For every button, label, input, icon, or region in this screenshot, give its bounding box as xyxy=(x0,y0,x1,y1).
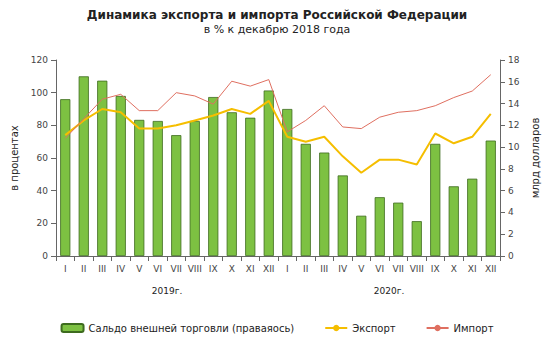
svg-text:VI: VI xyxy=(153,264,162,274)
svg-text:II: II xyxy=(81,264,86,274)
svg-text:16: 16 xyxy=(508,77,520,87)
svg-text:12: 12 xyxy=(508,120,519,130)
svg-text:X: X xyxy=(451,264,457,274)
svg-text:2020г.: 2020г. xyxy=(374,286,405,296)
svg-text:10: 10 xyxy=(508,142,520,152)
svg-text:2: 2 xyxy=(508,229,514,239)
svg-text:40: 40 xyxy=(37,186,49,196)
svg-text:VI: VI xyxy=(375,264,384,274)
svg-text:V: V xyxy=(136,264,143,274)
svg-text:2019г.: 2019г. xyxy=(152,286,183,296)
svg-text:XII: XII xyxy=(263,264,274,274)
svg-text:80: 80 xyxy=(37,120,49,130)
svg-text:100: 100 xyxy=(31,88,48,98)
svg-text:VII: VII xyxy=(393,264,404,274)
svg-text:20: 20 xyxy=(37,218,49,228)
svg-text:X: X xyxy=(229,264,235,274)
svg-text:VII: VII xyxy=(171,264,182,274)
svg-text:6: 6 xyxy=(508,186,514,196)
svg-text:Сальдо внешней торговли (права: Сальдо внешней торговли (праваяось) xyxy=(89,323,295,334)
svg-text:V: V xyxy=(358,264,365,274)
svg-text:IV: IV xyxy=(338,264,348,274)
svg-text:I: I xyxy=(286,264,289,274)
svg-text:IX: IX xyxy=(431,264,440,274)
svg-text:XII: XII xyxy=(485,264,496,274)
svg-text:120: 120 xyxy=(31,55,48,65)
svg-text:в % к декабрю 2018 года: в % к декабрю 2018 года xyxy=(204,23,351,36)
svg-text:млрд долларов: млрд долларов xyxy=(530,118,541,199)
svg-text:II: II xyxy=(303,264,308,274)
svg-text:III: III xyxy=(320,264,328,274)
svg-text:I: I xyxy=(64,264,67,274)
svg-text:18: 18 xyxy=(508,55,520,65)
svg-text:Динамика экспорта и импорта Ро: Динамика экспорта и импорта Российской Ф… xyxy=(87,8,467,22)
svg-text:IV: IV xyxy=(116,264,126,274)
svg-text:8: 8 xyxy=(508,164,514,174)
svg-text:в процентах: в процентах xyxy=(9,125,20,191)
svg-text:XI: XI xyxy=(246,264,255,274)
svg-text:4: 4 xyxy=(508,207,514,217)
svg-text:XI: XI xyxy=(468,264,477,274)
svg-text:0: 0 xyxy=(508,251,514,261)
svg-text:Импорт: Импорт xyxy=(454,323,494,334)
svg-text:VIII: VIII xyxy=(410,264,424,274)
svg-text:Экспорт: Экспорт xyxy=(352,323,396,334)
svg-text:IX: IX xyxy=(209,264,218,274)
svg-text:VIII: VIII xyxy=(188,264,202,274)
svg-text:0: 0 xyxy=(42,251,48,261)
svg-text:14: 14 xyxy=(508,99,520,109)
svg-text:60: 60 xyxy=(37,153,49,163)
svg-text:III: III xyxy=(98,264,106,274)
